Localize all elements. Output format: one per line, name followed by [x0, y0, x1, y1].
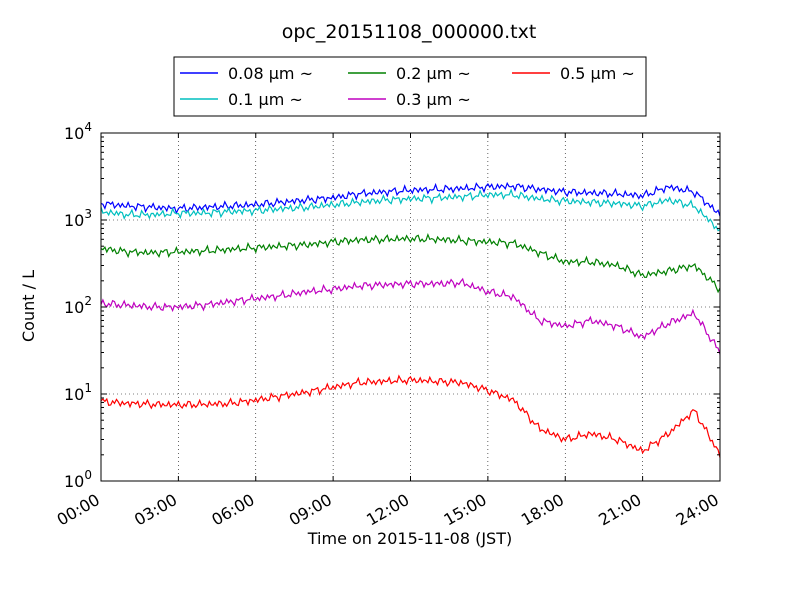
- y-tick-label: 101: [64, 381, 92, 404]
- x-tick-label: 18:00: [518, 490, 567, 530]
- x-tick-label: 00:00: [54, 490, 103, 530]
- y-tick-label: 103: [64, 207, 92, 230]
- legend-label: 0.08 μm ~: [228, 64, 313, 83]
- legend-label: 0.1 μm ~: [228, 90, 303, 109]
- x-tick-label: 21:00: [595, 490, 644, 530]
- y-axis-label: Count / L: [19, 270, 38, 342]
- y-tick-label: 102: [64, 294, 92, 317]
- series-lines: [100, 181, 721, 458]
- series-line: [100, 374, 721, 458]
- legend-label: 0.3 μm ~: [396, 90, 471, 109]
- x-tick-label: 06:00: [208, 490, 257, 530]
- x-tick-labels: 00:00 03:00 06:00 09:00 12:00 15:00 18:00 21:00…: [54, 490, 722, 530]
- series-line: [100, 277, 721, 355]
- y-tick-label: 100: [64, 468, 92, 491]
- x-tick-label: 12:00: [363, 490, 412, 530]
- legend: 0.08 μm ~ 0.1 μm ~ 0.2 μm ~ 0.3 μm ~ 0.5 μm …: [173, 56, 647, 117]
- x-tick-label: 15:00: [440, 490, 489, 530]
- chart-title: opc_20151108_000000.txt: [282, 21, 537, 43]
- legend-label: 0.2 μm ~: [396, 64, 471, 83]
- series-line: [100, 188, 721, 232]
- x-tick-label: 24:00: [673, 490, 722, 530]
- x-tick-label: 03:00: [131, 490, 180, 530]
- legend-frame: [173, 56, 647, 117]
- legend-label: 0.5 μm ~: [560, 64, 635, 83]
- series-line: [100, 181, 721, 217]
- series-line: [100, 232, 721, 294]
- x-axis-label: Time on 2015-11-08 (JST): [307, 529, 512, 548]
- x-tick-label: 09:00: [286, 490, 335, 530]
- y-tick-label: 104: [64, 120, 92, 143]
- axis-ticks: [100, 132, 721, 482]
- y-tick-labels: 100 101 102 103 104: [64, 120, 92, 491]
